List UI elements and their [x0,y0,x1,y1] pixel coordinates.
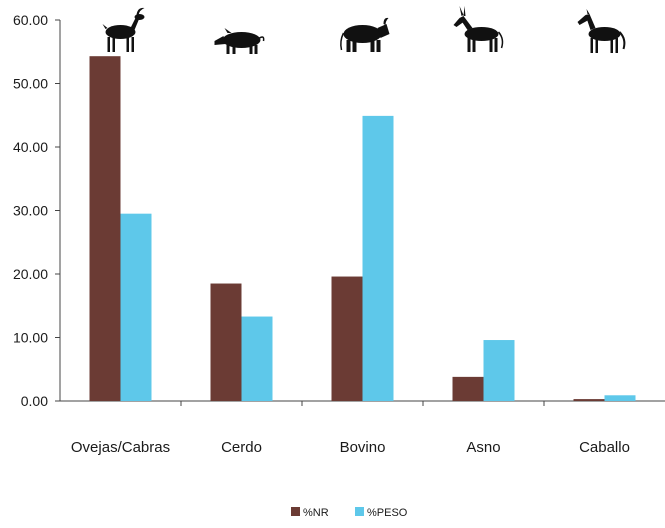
y-tick-label: 20.00 [13,266,48,282]
y-tick-label: 0.00 [21,393,48,409]
legend-swatch [291,507,300,516]
bar-nr [573,399,605,401]
legend-label: %PESO [367,507,408,519]
x-axis: Ovejas/Cabras Cerdo Bovino Asno Caballo [60,400,665,456]
x-tick-label: Caballo [579,439,630,456]
y-axis: 60.00 50.00 40.00 30.00 20.00 10.00 0.00 [13,12,61,409]
animal-icons [102,6,626,54]
bar-peso [362,115,394,401]
legend-swatch [355,507,364,516]
legend: %NR %PESO [291,507,408,519]
bars [89,56,636,401]
x-tick-label: Ovejas/Cabras [71,439,170,456]
horse-icon [577,9,626,53]
bar-nr [452,376,484,401]
y-tick-label: 60.00 [13,12,48,28]
y-tick-label: 50.00 [13,76,48,92]
y-tick-label: 40.00 [13,139,48,155]
bar-peso [120,213,152,401]
bar-peso [241,316,273,401]
y-tick-label: 30.00 [13,203,48,219]
y-tick-label: 10.00 [13,330,48,346]
bar-nr [210,283,242,401]
bar-nr [331,276,363,401]
cow-icon [340,17,390,52]
legend-label: %NR [303,507,329,519]
donkey-icon [453,6,504,52]
bar-peso [604,395,636,401]
bar-peso [483,340,515,401]
pig-icon [214,28,265,54]
goat-icon [102,7,145,52]
bar-nr [89,56,121,401]
x-tick-label: Bovino [340,439,386,456]
x-tick-label: Asno [466,439,500,456]
x-tick-label: Cerdo [221,439,262,456]
